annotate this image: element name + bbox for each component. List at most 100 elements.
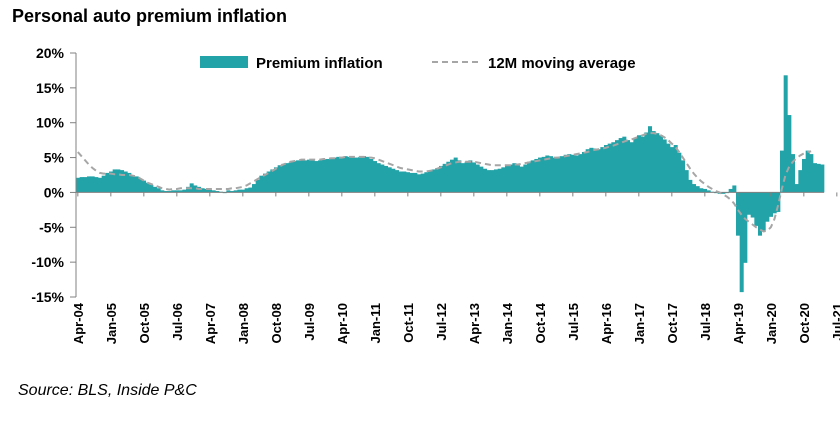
- premium-inflation-bar: [200, 188, 205, 193]
- premium-inflation-bar: [747, 192, 752, 215]
- premium-inflation-bar: [662, 139, 667, 193]
- premium-inflation-bar: [406, 172, 411, 193]
- premium-inflation-bar: [116, 169, 121, 193]
- legend: Premium inflation 12M moving average: [200, 55, 636, 72]
- premium-inflation-bar: [398, 171, 403, 193]
- premium-inflation-bar: [541, 156, 546, 193]
- premium-inflation-bar: [765, 192, 770, 222]
- premium-inflation-bar: [215, 191, 220, 193]
- premium-inflation-bar: [98, 177, 103, 193]
- premium-inflation-bar: [754, 192, 759, 226]
- premium-inflation-bar: [516, 165, 521, 193]
- x-tick-label: Oct-20: [797, 303, 812, 343]
- premium-inflation-bar: [193, 185, 198, 193]
- premium-inflation-bar: [798, 170, 803, 193]
- premium-inflation-bar: [167, 191, 172, 193]
- premium-inflation-bar: [475, 164, 480, 193]
- premium-inflation-bar: [618, 138, 623, 193]
- premium-inflation-bar: [171, 190, 176, 193]
- premium-inflation-bar: [813, 163, 818, 193]
- premium-inflation-bar: [479, 166, 484, 193]
- premium-inflation-bar: [237, 189, 242, 193]
- premium-inflation-bar: [263, 173, 268, 193]
- x-tick-label: Apr-04: [71, 302, 86, 344]
- premium-inflation-bar: [468, 160, 473, 193]
- premium-inflation-bar: [241, 189, 246, 193]
- premium-inflation-bar: [358, 156, 363, 193]
- premium-inflation-bar: [523, 164, 528, 193]
- premium-inflation-bar: [563, 154, 568, 193]
- premium-inflation-bar: [285, 163, 290, 193]
- x-tick-label: Jul-18: [698, 303, 713, 341]
- premium-inflation-bar: [340, 156, 345, 193]
- premium-inflation-bar: [329, 158, 334, 193]
- premium-inflation-bar: [208, 189, 213, 193]
- premium-inflation-bar: [761, 192, 766, 232]
- premium-inflation-bar: [76, 177, 81, 193]
- premium-inflation-bar: [802, 158, 807, 193]
- premium-inflation-bar: [703, 188, 708, 193]
- y-tick-label: 20%: [36, 45, 65, 61]
- premium-inflation-bar: [131, 175, 136, 193]
- premium-inflation-bar: [578, 154, 583, 193]
- premium-inflation-bar: [629, 142, 634, 193]
- premium-inflation-bar: [307, 159, 312, 193]
- premium-inflation-bar: [820, 164, 825, 193]
- premium-inflation-bar: [651, 131, 656, 193]
- premium-inflation-bar: [699, 188, 704, 193]
- chart-source: Source: BLS, Inside P&C: [18, 382, 197, 399]
- premium-inflation-bar: [640, 136, 645, 193]
- premium-inflation-bar: [571, 154, 576, 193]
- premium-inflation-bar: [461, 163, 466, 193]
- premium-inflation-bar: [692, 184, 697, 193]
- premium-inflation-bar: [743, 192, 748, 263]
- premium-inflation-bar: [659, 135, 664, 193]
- premium-inflation-bar: [101, 175, 106, 193]
- premium-inflation-bar: [644, 132, 649, 193]
- premium-inflation-bar: [582, 151, 587, 193]
- premium-inflation-bar: [593, 148, 598, 193]
- premium-inflation-bar: [362, 156, 367, 193]
- premium-inflation-bar: [428, 170, 433, 193]
- premium-inflation-bar: [402, 171, 407, 193]
- premium-inflation-bar: [384, 165, 389, 193]
- premium-inflation-bar: [134, 176, 139, 193]
- premium-inflation-bar: [604, 145, 609, 193]
- premium-inflation-bar: [732, 185, 737, 193]
- premium-inflation-bar: [376, 163, 381, 193]
- premium-inflation-bar: [607, 143, 612, 193]
- premium-inflation-bar: [164, 191, 169, 193]
- x-tick-label: Oct-05: [137, 303, 152, 343]
- premium-inflation-bar: [211, 190, 216, 193]
- x-tick-label: Apr-16: [599, 303, 614, 344]
- premium-inflation-bar: [512, 163, 517, 193]
- premium-inflation-bar: [395, 170, 400, 193]
- premium-inflation-bar: [446, 161, 451, 193]
- premium-inflation-bar: [728, 188, 733, 193]
- premium-inflation-bar: [490, 170, 495, 193]
- premium-inflation-bar: [87, 176, 92, 193]
- premium-inflation-bar: [677, 152, 682, 193]
- y-tick-label: 15%: [36, 80, 65, 96]
- premium-inflation-bar: [310, 160, 315, 193]
- premium-inflation-bar: [780, 150, 785, 193]
- x-tick-label: Jan-17: [632, 303, 647, 344]
- premium-inflation-bar: [787, 115, 792, 193]
- premium-inflation-bar: [343, 156, 348, 193]
- x-tick-label: Apr-10: [335, 303, 350, 344]
- x-tick-label: Apr-13: [467, 303, 482, 344]
- premium-inflation-bar: [266, 171, 271, 193]
- premium-inflation-bar: [736, 192, 741, 236]
- premium-inflation-bar: [750, 192, 755, 218]
- premium-inflation-bar: [365, 156, 370, 193]
- premium-inflation-bar: [600, 147, 605, 193]
- x-tick-label: Jul-09: [302, 303, 317, 341]
- premium-inflation-bar: [622, 136, 627, 193]
- premium-inflation-bar: [79, 177, 84, 193]
- premium-inflation-bar: [233, 190, 238, 193]
- y-tick-label: 5%: [44, 150, 65, 166]
- premium-inflation-bar: [417, 174, 422, 193]
- premium-inflation-bar: [373, 161, 378, 193]
- premium-inflation-bar: [655, 133, 660, 193]
- premium-inflation-bar: [204, 188, 209, 193]
